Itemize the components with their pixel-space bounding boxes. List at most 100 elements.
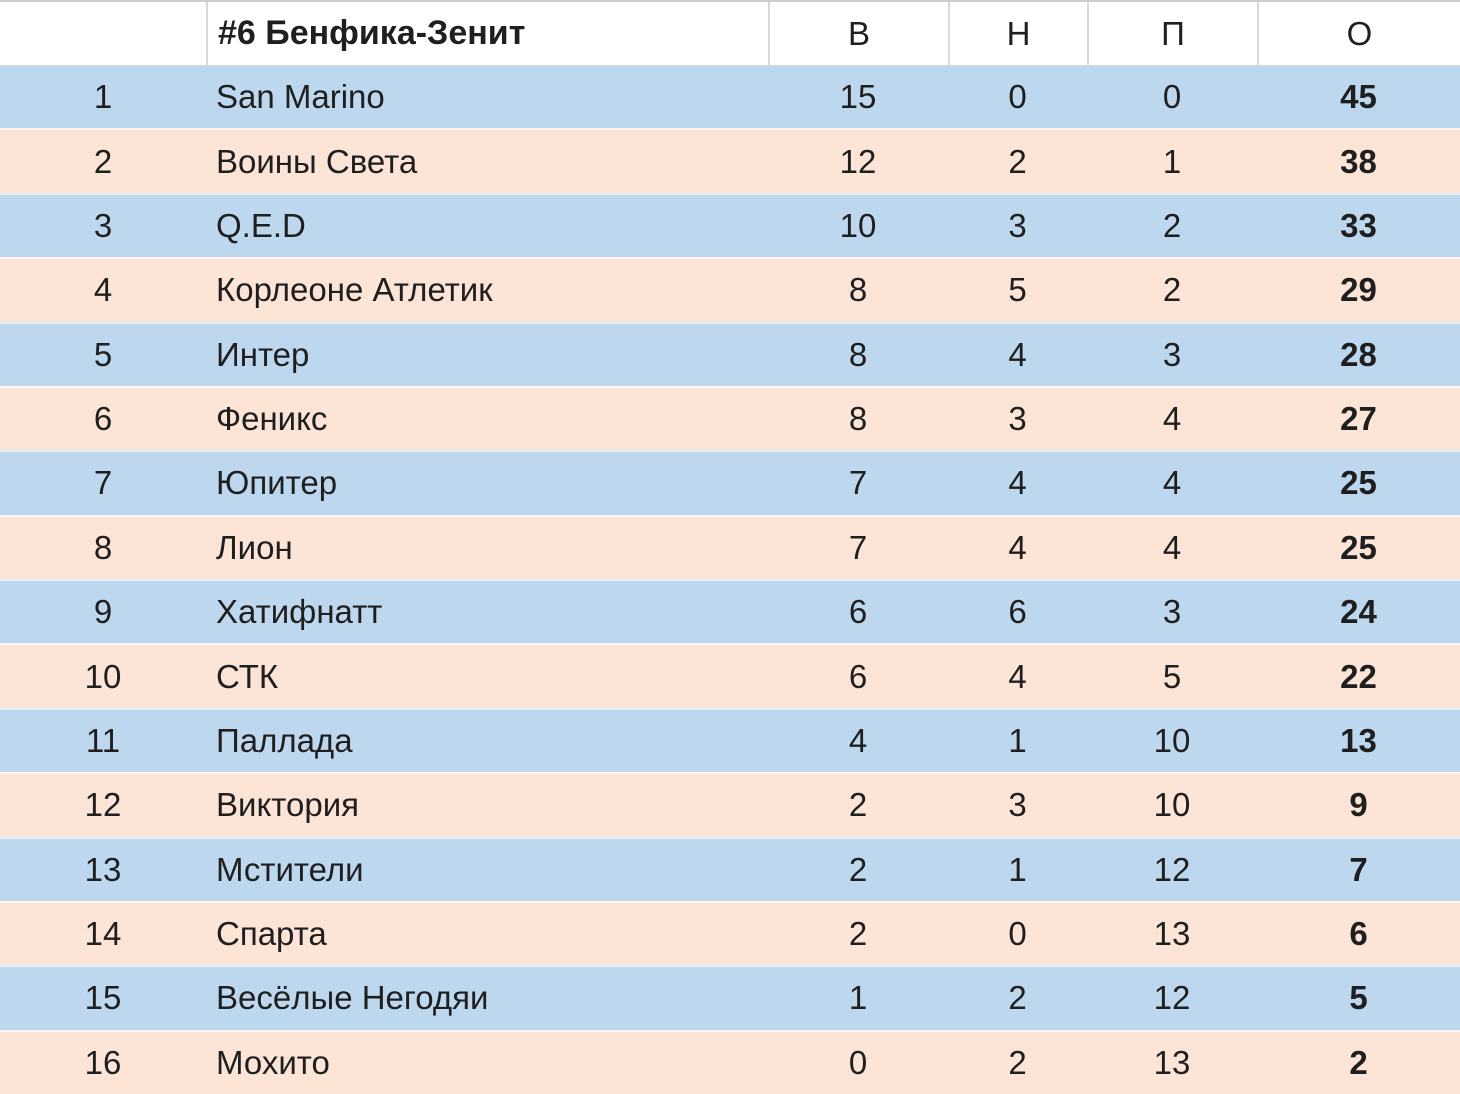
wins-cell[interactable]: 2 [848,786,868,824]
losses-cell[interactable]: 2 [1162,206,1182,244]
table-row[interactable]: 16 Мохито 0 2 13 2 [0,1029,1460,1094]
points-cell[interactable]: 27 [1340,400,1377,438]
table-row[interactable]: 9 Хатифнатт 6 6 3 24 [0,579,1460,644]
team-name-cell[interactable]: San Marino [216,78,385,116]
losses-cell[interactable]: 13 [1153,915,1191,953]
wins-cell[interactable]: 2 [848,915,868,953]
losses-cell[interactable]: 4 [1162,400,1182,438]
points-cell[interactable]: 25 [1340,464,1377,502]
team-name-cell[interactable]: Юпитер [216,464,338,502]
draws-cell[interactable]: 1 [1008,721,1027,759]
points-cell[interactable]: 13 [1340,721,1377,759]
draws-cell[interactable]: 5 [1008,271,1027,309]
wins-cell[interactable]: 8 [848,271,868,309]
table-row[interactable]: 14 Спарта 2 0 13 6 [0,900,1460,966]
losses-cell[interactable]: 13 [1153,1043,1191,1081]
rank-cell[interactable]: 16 [84,1043,122,1081]
draws-cell[interactable]: 4 [1008,335,1027,373]
team-name-cell[interactable]: Виктория [216,786,360,824]
rank-cell[interactable]: 15 [84,979,122,1017]
rank-cell[interactable]: 12 [84,786,122,824]
losses-cell[interactable]: 12 [1153,850,1191,888]
losses-cell[interactable]: 3 [1162,335,1182,373]
points-cell[interactable]: 33 [1340,206,1377,244]
table-row[interactable]: 3 Q.E.D 10 3 2 33 [0,192,1460,258]
wins-cell[interactable]: 4 [848,721,868,759]
draws-cell[interactable]: 2 [1008,142,1027,180]
wins-cell[interactable]: 6 [848,593,868,631]
rank-cell[interactable]: 6 [93,400,113,438]
draws-cell[interactable]: 3 [1008,400,1027,438]
rank-cell[interactable]: 1 [93,78,113,116]
rank-cell[interactable]: 10 [84,657,122,695]
team-name-cell[interactable]: Мстители [216,850,364,888]
draws-cell[interactable]: 0 [1008,915,1027,953]
points-cell[interactable]: 24 [1340,593,1377,631]
table-row[interactable]: 11 Паллада 4 1 10 13 [0,707,1460,773]
points-cell[interactable]: 7 [1349,850,1368,888]
table-title[interactable]: #6 Бенфика-Зенит [206,2,768,65]
points-cell[interactable]: 29 [1340,271,1377,309]
table-row[interactable]: 12 Виктория 2 3 10 9 [0,772,1460,837]
wins-cell[interactable]: 10 [839,206,877,244]
wins-cell[interactable]: 7 [848,528,868,566]
team-name-cell[interactable]: Весёлые Негодяи [216,979,489,1017]
rank-cell[interactable]: 2 [93,142,113,180]
team-name-cell[interactable]: Феникс [216,400,328,438]
team-name-cell[interactable]: Q.E.D [216,206,306,244]
draws-cell[interactable]: 4 [1008,528,1027,566]
table-row[interactable]: 1 San Marino 15 0 0 45 [0,66,1460,129]
draws-cell[interactable]: 6 [1008,593,1027,631]
table-row[interactable]: 15 Весёлые Негодяи 1 2 12 5 [0,965,1460,1030]
table-row[interactable]: 10 СТК 6 4 5 22 [0,643,1460,708]
draws-cell[interactable]: 3 [1008,206,1027,244]
losses-cell[interactable]: 10 [1153,721,1191,759]
wins-cell[interactable]: 2 [848,850,868,888]
wins-cell[interactable]: 12 [839,142,877,180]
draws-cell[interactable]: 2 [1008,979,1027,1017]
points-cell[interactable]: 38 [1340,142,1377,180]
team-name-cell[interactable]: СТК [216,657,279,695]
draws-cell[interactable]: 1 [1008,850,1027,888]
losses-cell[interactable]: 4 [1162,528,1182,566]
points-cell[interactable]: 28 [1340,335,1377,373]
wins-column-header[interactable]: В [768,2,948,65]
losses-cell[interactable]: 5 [1162,657,1182,695]
rank-cell[interactable]: 5 [93,335,113,373]
team-name-cell[interactable]: Спарта [216,915,327,953]
team-name-cell[interactable]: Воины Света [216,142,418,180]
losses-column-header[interactable]: П [1087,2,1257,65]
losses-cell[interactable]: 1 [1162,142,1182,180]
draws-column-header[interactable]: Н [948,2,1087,65]
table-row[interactable]: 4 Корлеоне Атлетик 8 5 2 29 [0,257,1460,322]
team-name-cell[interactable]: Хатифнатт [216,593,383,631]
losses-cell[interactable]: 12 [1153,979,1191,1017]
team-name-cell[interactable]: Лион [216,528,293,566]
points-cell[interactable]: 2 [1349,1043,1368,1081]
points-cell[interactable]: 5 [1349,979,1368,1017]
wins-cell[interactable]: 8 [848,335,868,373]
wins-cell[interactable]: 7 [848,464,868,502]
points-cell[interactable]: 45 [1340,78,1377,116]
draws-cell[interactable]: 3 [1008,786,1027,824]
losses-cell[interactable]: 4 [1162,464,1182,502]
rank-cell[interactable]: 14 [84,915,122,953]
rank-cell[interactable]: 4 [93,271,113,309]
team-name-cell[interactable]: Мохито [216,1043,330,1081]
losses-cell[interactable]: 3 [1162,593,1182,631]
rank-cell[interactable]: 8 [93,528,113,566]
draws-cell[interactable]: 4 [1008,657,1027,695]
table-row[interactable]: 2 Воины Света 12 2 1 38 [0,128,1460,193]
points-cell[interactable]: 25 [1340,528,1377,566]
table-row[interactable]: 5 Интер 8 4 3 28 [0,321,1460,386]
team-name-cell[interactable]: Интер [216,335,310,373]
table-row[interactable]: 7 Юпитер 7 4 4 25 [0,450,1460,515]
team-name-cell[interactable]: Корлеоне Атлетик [216,271,493,309]
wins-cell[interactable]: 8 [848,400,868,438]
rank-cell[interactable]: 13 [84,850,122,888]
points-column-header[interactable]: О [1257,2,1460,65]
points-cell[interactable]: 6 [1349,915,1368,953]
losses-cell[interactable]: 2 [1162,271,1182,309]
table-row[interactable]: 6 Феникс 8 3 4 27 [0,385,1460,451]
losses-cell[interactable]: 0 [1162,78,1182,116]
